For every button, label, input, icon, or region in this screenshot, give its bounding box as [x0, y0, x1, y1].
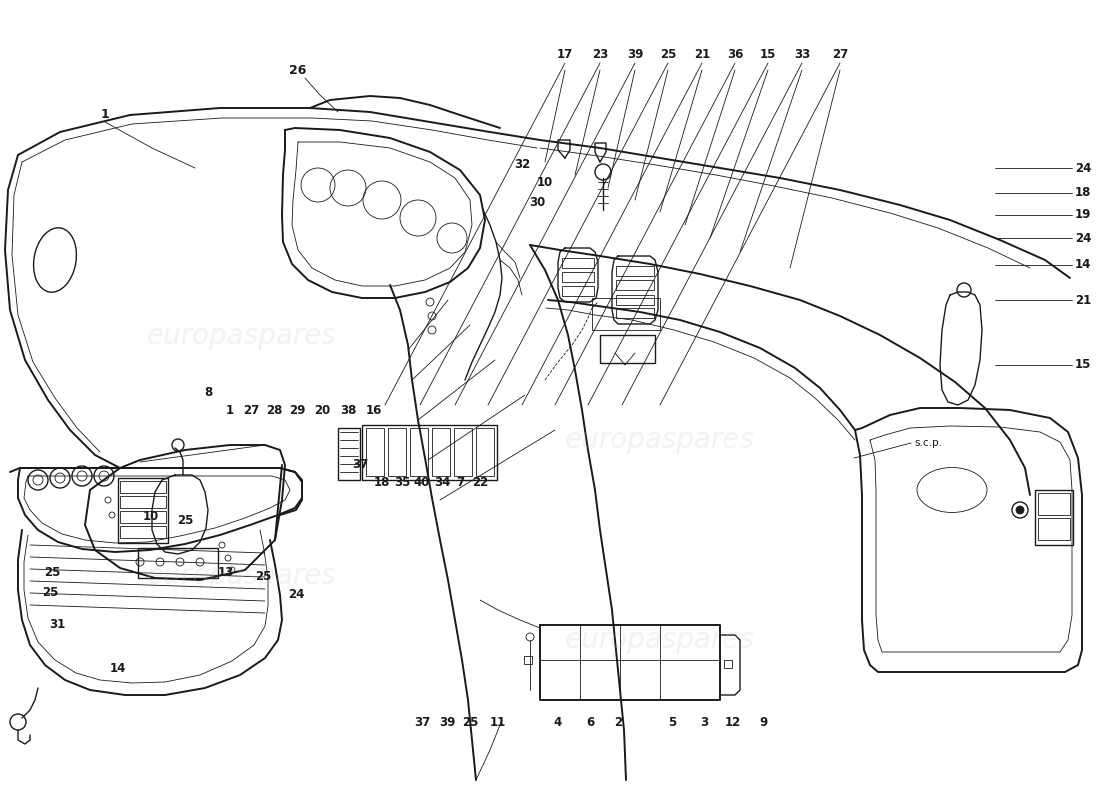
- Text: 25: 25: [42, 586, 58, 598]
- Text: 24: 24: [1075, 162, 1091, 174]
- Text: 14: 14: [1075, 258, 1091, 271]
- Text: 2: 2: [614, 715, 623, 729]
- Text: 20: 20: [314, 403, 330, 417]
- Bar: [616, 280, 654, 290]
- Bar: [562, 272, 594, 282]
- Text: 29: 29: [289, 403, 305, 417]
- Text: 14: 14: [110, 662, 126, 674]
- Text: 21: 21: [694, 49, 711, 62]
- Text: 22: 22: [472, 475, 488, 489]
- Text: 34: 34: [433, 475, 450, 489]
- Bar: [432, 428, 450, 476]
- Bar: [562, 286, 594, 296]
- Text: 1: 1: [226, 403, 234, 417]
- Bar: [1038, 493, 1070, 515]
- Text: 25: 25: [660, 49, 676, 62]
- Text: 21: 21: [1075, 294, 1091, 306]
- Text: 32: 32: [514, 158, 530, 171]
- Text: 31: 31: [48, 618, 65, 630]
- Text: 5: 5: [668, 715, 676, 729]
- Bar: [120, 481, 166, 493]
- Bar: [616, 266, 654, 276]
- Bar: [616, 295, 654, 305]
- Text: 39: 39: [439, 715, 455, 729]
- Text: 3: 3: [700, 715, 708, 729]
- Bar: [138, 548, 218, 578]
- Text: s.c.p.: s.c.p.: [914, 438, 942, 448]
- Bar: [120, 511, 166, 523]
- Circle shape: [1016, 506, 1024, 514]
- Text: 19: 19: [1075, 209, 1091, 222]
- Text: 7: 7: [455, 475, 464, 489]
- Text: 24: 24: [288, 587, 305, 601]
- Bar: [724, 660, 732, 668]
- Text: europaspares: europaspares: [147, 322, 337, 350]
- Bar: [592, 298, 660, 330]
- Bar: [362, 425, 497, 480]
- Bar: [454, 428, 472, 476]
- Text: 10: 10: [143, 510, 160, 523]
- Text: 10: 10: [537, 175, 553, 189]
- Text: 24: 24: [1075, 231, 1091, 245]
- Bar: [600, 335, 654, 363]
- Text: 16: 16: [366, 403, 382, 417]
- Text: 17: 17: [557, 49, 573, 62]
- Bar: [366, 428, 384, 476]
- Bar: [410, 428, 428, 476]
- Text: 25: 25: [255, 570, 272, 582]
- Text: 25: 25: [44, 566, 60, 579]
- Text: 18: 18: [374, 475, 390, 489]
- Text: 35: 35: [394, 475, 410, 489]
- Text: 25: 25: [177, 514, 194, 526]
- Text: 1: 1: [100, 109, 109, 122]
- Bar: [1035, 490, 1072, 545]
- Text: 38: 38: [340, 403, 356, 417]
- Text: europaspares: europaspares: [565, 426, 755, 454]
- Text: 12: 12: [725, 715, 741, 729]
- Text: 6: 6: [586, 715, 594, 729]
- Bar: [616, 308, 654, 318]
- Bar: [562, 258, 594, 268]
- Text: 18: 18: [1075, 186, 1091, 199]
- Text: 36: 36: [727, 49, 744, 62]
- Text: 11: 11: [490, 715, 506, 729]
- Text: 26: 26: [289, 63, 307, 77]
- Text: europaspares: europaspares: [147, 562, 337, 590]
- Bar: [1038, 518, 1070, 540]
- Text: 33: 33: [794, 49, 810, 62]
- Text: europaspares: europaspares: [565, 626, 755, 654]
- Text: 15: 15: [760, 49, 777, 62]
- Text: 23: 23: [592, 49, 608, 62]
- Bar: [524, 656, 532, 664]
- Bar: [120, 496, 166, 508]
- Bar: [338, 428, 360, 480]
- Text: 37: 37: [414, 715, 430, 729]
- Bar: [118, 478, 168, 543]
- Text: 27: 27: [243, 403, 260, 417]
- Bar: [476, 428, 494, 476]
- Text: 4: 4: [554, 715, 562, 729]
- Text: 13: 13: [218, 566, 234, 579]
- Text: 37: 37: [352, 458, 368, 471]
- Text: 27: 27: [832, 49, 848, 62]
- Text: 25: 25: [462, 715, 478, 729]
- Text: 40: 40: [414, 475, 430, 489]
- Text: 15: 15: [1075, 358, 1091, 371]
- Text: 30: 30: [529, 195, 546, 209]
- Text: 39: 39: [627, 49, 644, 62]
- Text: 9: 9: [759, 715, 767, 729]
- Bar: [120, 526, 166, 538]
- Bar: [388, 428, 406, 476]
- Text: 28: 28: [266, 403, 283, 417]
- Text: 8: 8: [204, 386, 212, 399]
